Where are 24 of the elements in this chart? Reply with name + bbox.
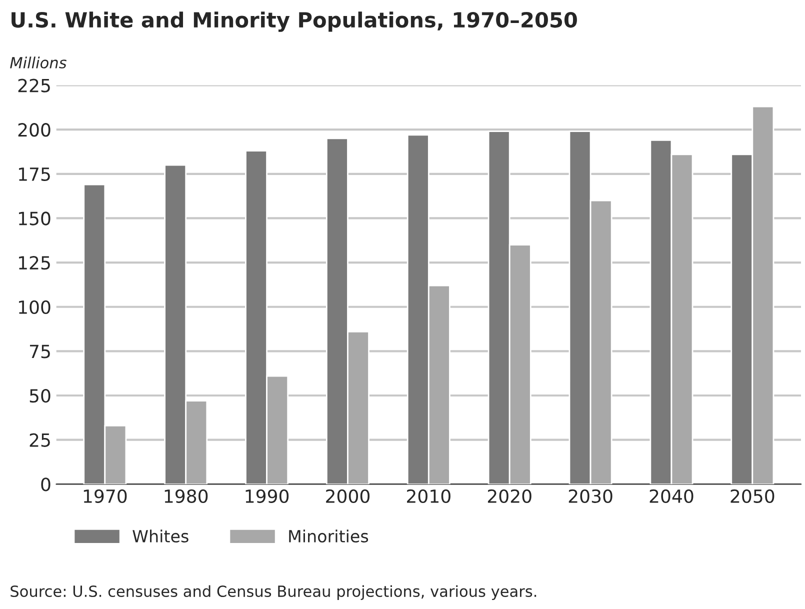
y-tick-label: 200 <box>18 123 50 137</box>
x-tick-label: 2020 <box>488 489 532 503</box>
y-tick-label: 25 <box>30 433 50 447</box>
chart-title: U.S. White and Minority Populations, 1970–2050 <box>12 12 577 32</box>
y-tick-label: 50 <box>30 388 50 403</box>
x-tick-label: 1980 <box>164 489 208 503</box>
y-tick-label: 150 <box>19 212 50 226</box>
x-tick-label: 2050 <box>730 489 774 503</box>
legend-label: Minorities <box>289 530 368 543</box>
x-tick-label: 2010 <box>407 489 450 503</box>
legend-label: Whites <box>132 530 188 543</box>
y-tick-label: 75 <box>30 344 50 358</box>
x-tick-label: 2000 <box>326 489 370 503</box>
y-tick-label: 0 <box>41 478 50 492</box>
x-tick-label: 2030 <box>568 489 612 503</box>
y-tick-label: 225 <box>18 78 50 92</box>
y-tick-label: 175 <box>19 168 50 182</box>
x-tick-label: 1970 <box>84 489 127 503</box>
x-tick-label: 1990 <box>246 489 289 503</box>
y-tick-label: 125 <box>19 256 50 270</box>
y-axis-title: Millions <box>10 56 66 68</box>
x-tick-label: 2040 <box>650 489 694 503</box>
source-note: Source: U.S. censuses and Census Bureau projections, various years. <box>10 585 536 600</box>
y-tick-label: 100 <box>19 300 50 314</box>
